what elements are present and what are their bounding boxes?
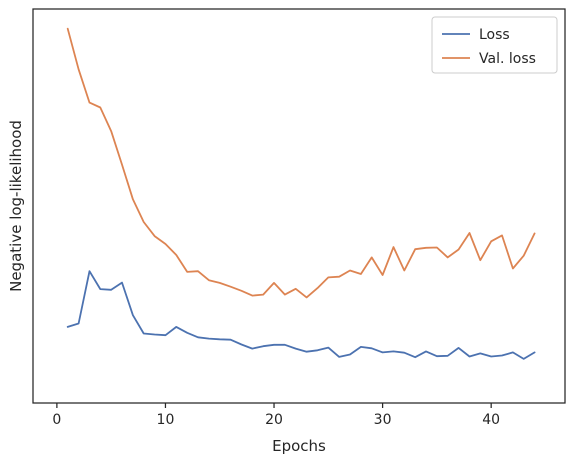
x-tick-label: 40 xyxy=(482,412,500,428)
x-tick-label: 0 xyxy=(52,412,61,428)
series-line-1 xyxy=(66,27,536,299)
x-tick-label: 30 xyxy=(374,412,392,428)
legend-box xyxy=(431,16,558,74)
series-lines xyxy=(66,27,536,360)
x-axis-label: Epochs xyxy=(272,437,326,455)
legend-label: Loss xyxy=(479,27,510,43)
series-line-0 xyxy=(66,270,536,360)
legend: Loss Val. loss xyxy=(431,16,558,74)
x-axis-ticks: 0 10 20 30 40 xyxy=(52,403,500,428)
legend-label: Val. loss xyxy=(479,51,536,67)
x-tick-label: 10 xyxy=(157,412,175,428)
plot-frame xyxy=(32,8,566,404)
x-tick-label: 20 xyxy=(265,412,283,428)
y-axis-label: Negative log-likelihood xyxy=(7,120,25,292)
